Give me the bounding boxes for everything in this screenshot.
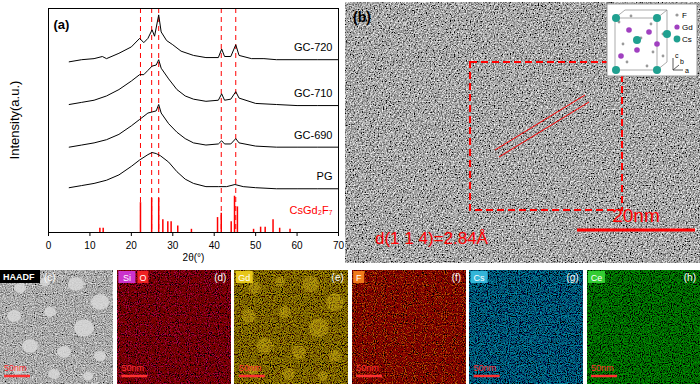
svg-text:30: 30 [167, 240, 179, 251]
svg-text:Gd: Gd [682, 23, 693, 32]
svg-text:50nm: 50nm [591, 363, 614, 373]
svg-text:20nm: 20nm [612, 205, 660, 226]
svg-text:20: 20 [126, 240, 138, 251]
svg-text:Gd: Gd [238, 273, 250, 283]
svg-text:d(1 1 4)=2.84Å: d(1 1 4)=2.84Å [375, 229, 489, 248]
svg-text:(g): (g) [566, 272, 578, 283]
svg-text:(d): (d) [214, 272, 226, 283]
svg-text:O: O [139, 273, 146, 283]
svg-text:(f): (f) [452, 272, 461, 283]
svg-text:GC-690: GC-690 [294, 129, 333, 141]
svg-text:50: 50 [250, 240, 262, 251]
svg-text:c: c [675, 52, 679, 59]
svg-text:(e): (e) [332, 272, 344, 283]
svg-text:60: 60 [292, 240, 304, 251]
svg-text:50nm: 50nm [239, 363, 262, 373]
svg-text:Si: Si [123, 273, 131, 283]
svg-text:50nm: 50nm [4, 363, 27, 373]
svg-text:(b): (b) [353, 9, 371, 25]
svg-text:a: a [685, 67, 689, 74]
svg-text:0: 0 [46, 240, 52, 251]
svg-text:2θ(°): 2θ(°) [183, 252, 205, 263]
svg-text:F: F [682, 11, 687, 20]
svg-text:CsGd₂F₇: CsGd₂F₇ [290, 204, 333, 216]
svg-text:HAADF: HAADF [3, 272, 35, 282]
svg-text:50nm: 50nm [474, 363, 497, 373]
svg-text:GC-720: GC-720 [294, 41, 333, 53]
html-text:Intensity(a.u.): Intensity(a.u.) [6, 80, 22, 160]
svg-text:40: 40 [209, 240, 221, 251]
svg-text:Cs: Cs [474, 273, 485, 283]
svg-text:b: b [680, 58, 684, 65]
svg-text:10: 10 [84, 240, 96, 251]
svg-text:Ce: Ce [591, 273, 603, 283]
svg-text:(a): (a) [54, 17, 70, 32]
svg-text:70: 70 [333, 240, 345, 251]
svg-text:(h): (h) [684, 272, 696, 283]
svg-text:50nm: 50nm [356, 363, 379, 373]
svg-text:F: F [356, 273, 362, 283]
svg-text:(c): (c) [44, 272, 56, 283]
svg-text:50nm: 50nm [121, 363, 144, 373]
svg-text:GC-710: GC-710 [294, 87, 333, 99]
svg-text:Cs: Cs [682, 35, 692, 44]
svg-text:PG: PG [317, 170, 333, 182]
